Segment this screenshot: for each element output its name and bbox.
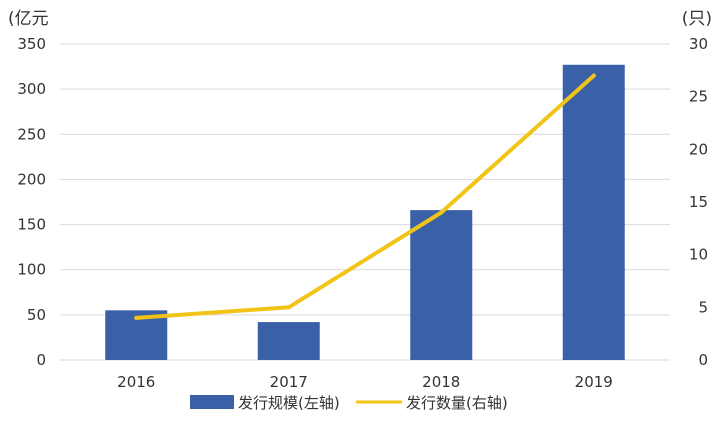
legend-label-bar: 发行规模(左轴) [238,394,340,412]
bar-2017 [257,322,320,360]
left-tick-label: 200 [17,170,46,188]
left-axis-unit: (亿元 [8,9,49,29]
right-tick-label: 5 [698,298,708,316]
line-point-2018 [439,210,444,215]
right-axis-ticks: 0 5 10 15 20 25 30 [689,35,708,369]
left-axis-ticks: 0 50 100 150 200 250 300 350 [17,35,46,369]
line-point-2019 [591,73,596,78]
left-tick-label: 0 [36,351,46,369]
left-tick-label: 350 [17,35,46,53]
x-tick-label: 2019 [575,373,613,391]
x-axis-ticks: 2016 2017 2018 2019 [117,373,613,391]
bar-series [105,64,625,360]
right-tick-label: 30 [689,35,708,53]
legend-swatch-bar [190,395,234,409]
x-tick-label: 2017 [270,373,308,391]
right-tick-label: 15 [689,193,708,211]
left-tick-label: 150 [17,216,46,234]
left-tick-label: 250 [17,125,46,143]
line-point-2017 [286,305,291,310]
right-tick-label: 0 [698,351,708,369]
x-tick-label: 2018 [422,373,460,391]
right-axis-unit: (只) [682,9,712,29]
right-tick-label: 25 [689,88,708,106]
left-tick-label: 50 [27,306,46,324]
right-tick-label: 10 [689,246,708,264]
left-tick-label: 100 [17,261,46,279]
line-series [134,73,596,320]
x-tick-label: 2016 [117,373,155,391]
bar-2018 [410,210,473,360]
legend: 发行规模(左轴) 发行数量(右轴) [190,394,508,412]
line-path [134,73,596,320]
right-tick-label: 20 [689,140,708,158]
left-tick-label: 300 [17,80,46,98]
line-point-2016 [134,315,139,320]
legend-label-line: 发行数量(右轴) [406,394,508,412]
bar-2019 [562,64,625,360]
